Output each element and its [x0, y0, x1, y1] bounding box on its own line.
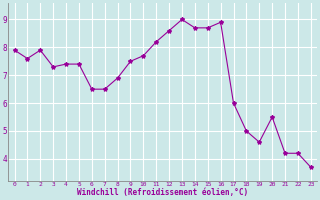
X-axis label: Windchill (Refroidissement éolien,°C): Windchill (Refroidissement éolien,°C) [77, 188, 248, 197]
